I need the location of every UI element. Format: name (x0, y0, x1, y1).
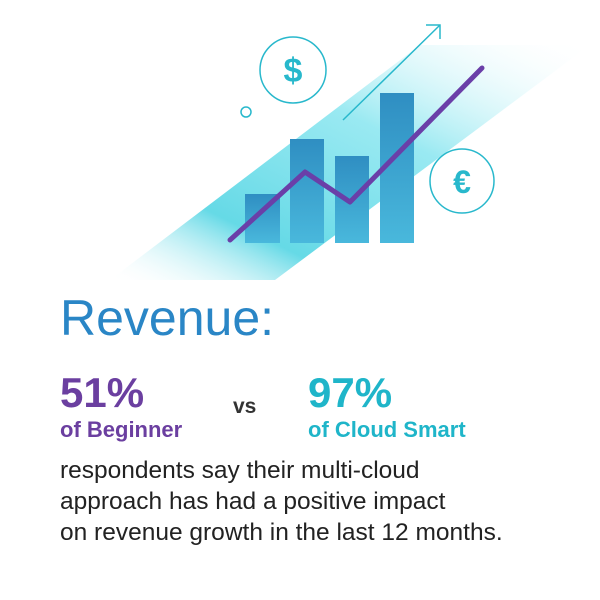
stat: 97% (308, 369, 392, 416)
trend-line (227, 65, 485, 243)
body-line: approach has had a positive impact (60, 488, 446, 515)
euro-icon: € (453, 164, 471, 200)
stat-label: of Beginner (60, 417, 183, 442)
euro-circle (429, 148, 495, 214)
body-line: on revenue growth in the last 12 months. (60, 519, 503, 546)
dollar-icon: $ (284, 52, 303, 90)
stat-label: of Cloud Smart (308, 417, 466, 442)
illustration: $ € (110, 24, 590, 280)
dot (240, 106, 252, 118)
bar-shape (290, 139, 324, 243)
arrow (342, 24, 441, 121)
headline: Revenue: (60, 290, 274, 346)
separator: vs (233, 395, 256, 418)
body-line: respondents say their multi-cloud (60, 457, 420, 484)
stat: 51% (60, 369, 144, 416)
dollar-circle (259, 36, 327, 104)
arrow-head (426, 24, 441, 39)
